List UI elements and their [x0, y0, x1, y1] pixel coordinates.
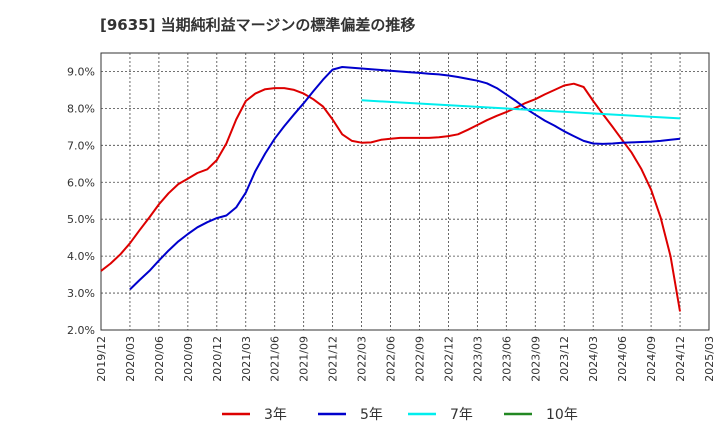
legend-label: 3年 [264, 407, 287, 423]
plot-area [100, 52, 710, 331]
y-tick-label: 7.0% [67, 139, 95, 152]
x-tick-label: 2021/03 [240, 336, 253, 382]
x-tick-label: 2020/12 [211, 336, 224, 382]
x-tick-label: 2023/06 [500, 336, 513, 382]
x-tick-label: 2024/03 [587, 336, 600, 382]
y-tick-label: 5.0% [67, 213, 95, 226]
x-tick-label: 2022/06 [385, 336, 398, 382]
x-tick-label: 2022/09 [413, 336, 426, 382]
series-lines [100, 66, 681, 312]
y-tick-label: 2.0% [67, 324, 95, 337]
x-tick-label: 2024/12 [674, 336, 687, 382]
y-tick-label: 9.0% [67, 65, 95, 78]
x-tick-label: 2019/12 [95, 336, 108, 382]
x-tick-label: 2020/09 [182, 336, 195, 382]
x-tick-label: 2023/03 [471, 336, 484, 382]
legend-label: 10年 [546, 407, 578, 423]
x-tick-label: 2022/12 [442, 336, 455, 382]
x-tick-label: 2023/12 [558, 336, 571, 382]
axes: 2019/12 2020/03 2020/06 2020/09 2020/12 2021/… [67, 65, 716, 381]
x-tick-label: 2025/03 [703, 336, 716, 382]
y-tick-label: 3.0% [67, 287, 95, 300]
series-line-5年 [129, 66, 681, 291]
x-tick-label: 2022/03 [356, 336, 369, 382]
series-line-7年 [361, 99, 681, 120]
x-tick-label: 2020/03 [124, 336, 137, 382]
legend: 3年 5年 7年 10年 [222, 407, 578, 423]
x-tick-label: 2020/06 [153, 336, 166, 382]
chart-title: [9635] 当期純利益マージンの標準偏差の推移 [100, 16, 416, 34]
x-tick-label: 2021/12 [327, 336, 340, 382]
x-tick-label: 2024/09 [645, 336, 658, 382]
legend-label: 7年 [450, 407, 473, 423]
series-line-3年 [100, 82, 681, 312]
x-tick-label: 2021/06 [269, 336, 282, 382]
y-tick-label: 4.0% [67, 250, 95, 263]
x-tick-label: 2023/09 [529, 336, 542, 382]
x-tick-label: 2024/06 [616, 336, 629, 382]
y-tick-label: 8.0% [67, 102, 95, 115]
legend-label: 5年 [360, 407, 383, 423]
x-tick-label: 2021/09 [298, 336, 311, 382]
y-tick-label: 6.0% [67, 176, 95, 189]
